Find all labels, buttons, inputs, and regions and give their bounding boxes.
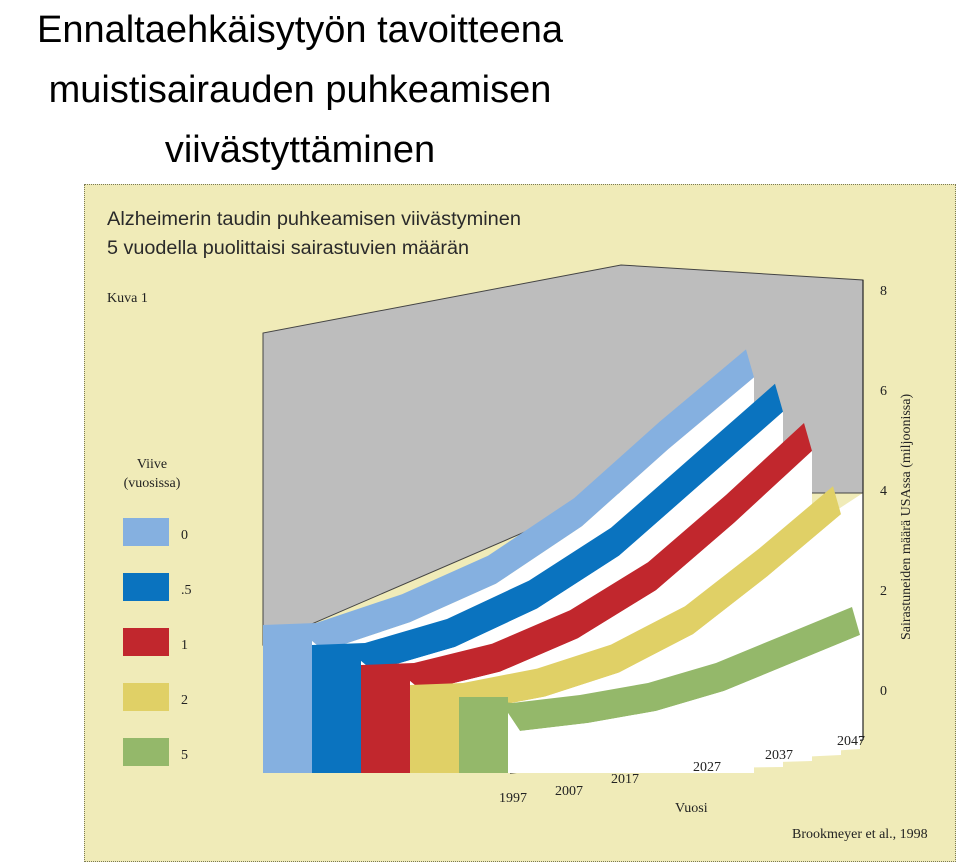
x-axis-label: Vuosi	[675, 801, 708, 816]
x-tick-label: 2027	[693, 760, 721, 775]
x-tick-label: 2007	[555, 784, 583, 799]
slide-title-line: viivästyttäminen	[164, 129, 436, 171]
legend-swatch	[123, 738, 169, 766]
y-tick-label: 6	[880, 384, 887, 399]
legend-label: 2	[181, 693, 188, 708]
figure-panel: 0 2 4 6 8 Sairastuneiden määrä USAssa (miljoo…	[84, 184, 956, 862]
legend-swatch	[123, 518, 169, 546]
series-front-column	[263, 625, 312, 773]
legend-label: .5	[181, 583, 192, 598]
series-ribbon	[361, 423, 812, 691]
legend-swatch	[123, 573, 169, 601]
figure-credit: Brookmeyer et al., 1998	[792, 827, 928, 842]
y-axis-label: Sairastuneiden määrä USAssa (miljoonissa…	[899, 394, 914, 640]
series-front-column	[312, 645, 361, 773]
slide-title-line: muistisairauden puhkeamisen	[48, 69, 552, 111]
series-front-column	[410, 685, 459, 773]
series-ribbon	[459, 607, 860, 731]
slide-title-line: Ennaltaehkäisytyön tavoitteena	[36, 9, 564, 51]
x-tick-label: 2017	[611, 772, 639, 787]
legend-label: 0	[181, 528, 188, 543]
y-tick-label: 0	[880, 684, 887, 699]
legend-swatch	[123, 628, 169, 656]
series-front-column	[459, 697, 508, 773]
x-tick-label: 2047	[837, 734, 865, 749]
legend-swatch	[123, 683, 169, 711]
legend-title: Viive	[137, 457, 167, 472]
legend-title: (vuosissa)	[124, 476, 181, 491]
slide-title: Ennaltaehkäisytyön tavoitteena muistisai…	[0, 0, 600, 180]
y-tick-label: 2	[880, 584, 887, 599]
figure-label: Kuva 1	[107, 291, 148, 306]
x-tick-label: 2037	[765, 748, 793, 763]
series-wall-face	[508, 635, 860, 773]
chart-3d-area: 0 2 4 6 8 Sairastuneiden määrä USAssa (miljoo…	[107, 209, 928, 842]
y-tick-label: 8	[880, 284, 887, 299]
y-tick-label: 4	[880, 484, 887, 499]
series-front-column	[361, 665, 410, 773]
legend-label: 5	[181, 748, 188, 763]
legend-label: 1	[181, 638, 188, 653]
x-tick-label: 1997	[499, 791, 527, 806]
chart-title-line: 5 vuodella puolittaisi sairastuvien määr…	[107, 238, 469, 259]
chart-title-line: Alzheimerin taudin puhkeamisen viivästym…	[107, 209, 521, 230]
